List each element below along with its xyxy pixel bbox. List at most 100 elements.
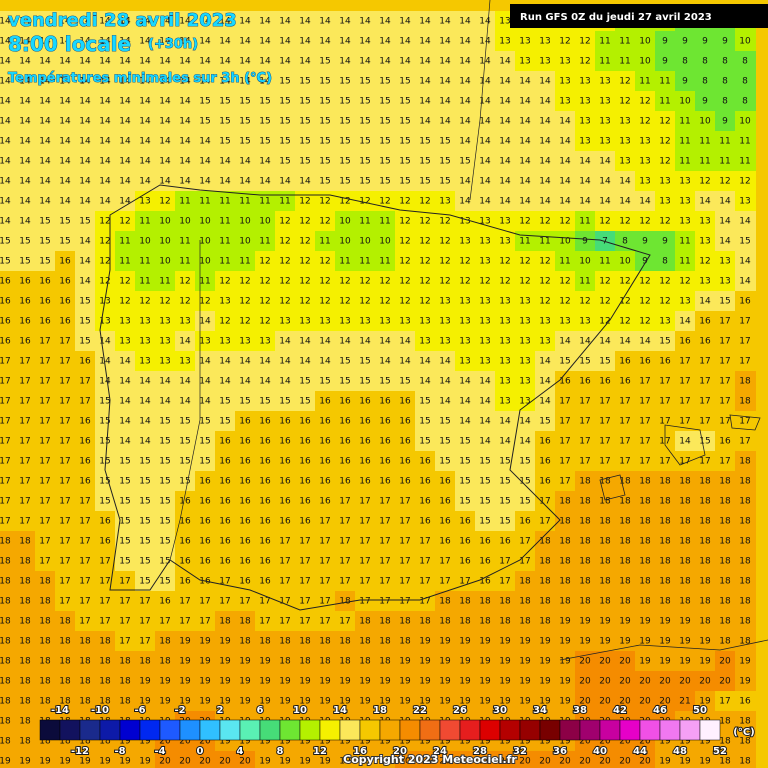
temperature-cell	[275, 131, 296, 152]
grid-value: 13	[679, 217, 690, 227]
grid-value: 19	[399, 677, 411, 687]
grid-value: 11	[719, 137, 730, 147]
grid-value: 15	[159, 457, 170, 467]
grid-value: 13	[499, 297, 510, 307]
grid-value: 16	[599, 377, 611, 387]
grid-value: 8	[622, 237, 628, 247]
grid-value: 17	[419, 537, 430, 547]
grid-value: 14	[499, 137, 511, 147]
temperature-cell	[215, 151, 236, 172]
grid-value: 16	[479, 557, 491, 567]
grid-value: 15	[399, 177, 410, 187]
grid-value: 14	[79, 137, 91, 147]
temperature-cell	[215, 11, 236, 32]
grid-value: 17	[39, 377, 50, 387]
temperature-cell	[295, 311, 316, 332]
temperature-cell	[315, 71, 336, 92]
grid-value: 16	[419, 477, 431, 487]
temperature-cell	[415, 191, 436, 212]
grid-value: 16	[219, 557, 231, 567]
grid-value: 19	[159, 677, 171, 687]
grid-value: 14	[459, 377, 471, 387]
grid-value: 15	[99, 437, 110, 447]
grid-value: 19	[119, 757, 131, 767]
grid-value: 13	[139, 357, 150, 367]
temperature-cell	[715, 51, 736, 72]
temperature-cell	[155, 91, 176, 112]
grid-value: 14	[479, 17, 491, 27]
grid-value: 20	[599, 657, 611, 667]
grid-value: 18	[739, 577, 751, 587]
temperature-cell	[335, 271, 356, 292]
grid-value: 13	[479, 357, 490, 367]
temperature-cell	[735, 291, 756, 312]
grid-value: 14	[499, 437, 511, 447]
grid-value: 14	[499, 157, 511, 167]
grid-value: 15	[219, 417, 230, 427]
grid-value: 12	[439, 237, 450, 247]
temperature-cell	[635, 331, 656, 352]
grid-value: 13	[679, 197, 690, 207]
temperature-cell	[235, 171, 256, 192]
temperature-cell	[735, 91, 756, 112]
temperature-cell	[735, 151, 756, 172]
temperature-cell	[255, 191, 276, 212]
grid-value: 14	[279, 37, 291, 47]
grid-value: 11	[679, 117, 690, 127]
grid-value: 14	[19, 197, 31, 207]
grid-value: 17	[0, 517, 11, 527]
temperature-cell	[375, 191, 396, 212]
grid-value: 18	[19, 537, 31, 547]
grid-value: 13	[259, 337, 270, 347]
temperature-cell	[275, 171, 296, 192]
temperature-cell	[415, 111, 436, 132]
temperature-cell	[395, 351, 416, 372]
grid-value: 16	[219, 437, 231, 447]
temperature-cell	[355, 151, 376, 172]
grid-value: 14	[59, 137, 71, 147]
grid-value: 18	[39, 617, 51, 627]
grid-value: 11	[219, 237, 230, 247]
grid-value: 15	[159, 517, 170, 527]
grid-value: 14	[179, 137, 191, 147]
temperature-cell	[455, 211, 476, 232]
grid-value: 16	[739, 297, 751, 307]
grid-value: 17	[19, 477, 30, 487]
grid-value: 14	[19, 137, 31, 147]
colorbar-swatch	[279, 719, 301, 741]
temperature-cell	[35, 31, 56, 52]
grid-value: 14	[459, 177, 471, 187]
grid-value: 18	[159, 637, 171, 647]
grid-value: 14	[159, 57, 171, 67]
temperature-cell	[515, 131, 536, 152]
grid-value: 20	[579, 677, 591, 687]
grid-value: 12	[299, 257, 310, 267]
grid-value: 11	[679, 237, 690, 247]
temperature-cell	[735, 331, 756, 352]
grid-value: 10	[179, 217, 191, 227]
grid-value: 13	[459, 357, 470, 367]
grid-value: 17	[719, 357, 730, 367]
grid-value: 19	[739, 677, 751, 687]
grid-value: 14	[519, 177, 531, 187]
temperature-cell	[655, 351, 676, 372]
grid-value: 13	[519, 397, 530, 407]
grid-value: 16	[339, 457, 351, 467]
temperature-cell	[35, 211, 56, 232]
grid-value: 16	[239, 557, 251, 567]
temperature-cell	[535, 351, 556, 372]
temperature-cell	[455, 51, 476, 72]
grid-value: 12	[639, 217, 650, 227]
grid-value: 19	[279, 697, 291, 707]
temperature-cell	[715, 291, 736, 312]
grid-value: 13	[419, 317, 430, 327]
temperature-cell	[95, 231, 116, 252]
temperature-cell	[95, 331, 116, 352]
temperature-cell	[175, 111, 196, 132]
temperature-cell	[255, 291, 276, 312]
temperature-cell	[355, 171, 376, 192]
grid-value: 8	[722, 97, 728, 107]
temperature-cell	[95, 91, 116, 112]
grid-value: 17	[79, 577, 90, 587]
temperature-cell	[375, 71, 396, 92]
